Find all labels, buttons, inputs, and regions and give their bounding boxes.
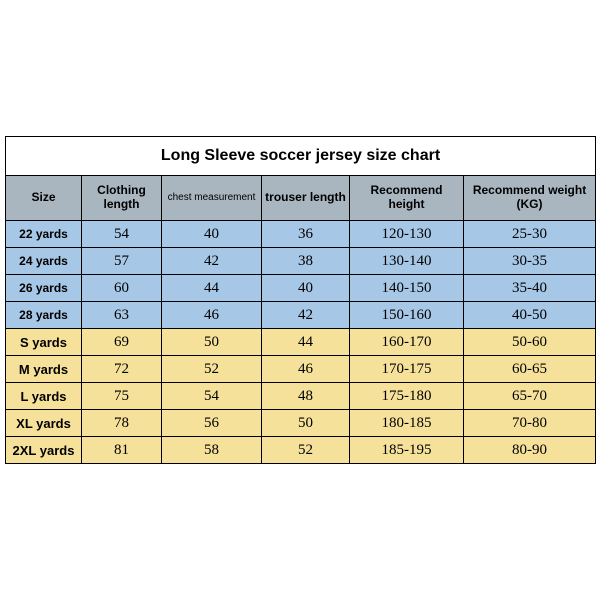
cell: 175-180 [350,383,464,410]
cell: 54 [162,383,262,410]
table-row: L yards755448175-18065-70 [6,383,596,410]
column-header: Recommendheight [350,176,464,221]
cell: 38 [262,248,350,275]
cell: 69 [82,329,162,356]
cell: 44 [162,275,262,302]
size-label: 26 yards [6,275,82,302]
column-header: trouser length [262,176,350,221]
column-header: Recommend weight (KG) [464,176,596,221]
cell: 140-150 [350,275,464,302]
table-row: S yards695044160-17050-60 [6,329,596,356]
cell: 54 [82,221,162,248]
cell: 75 [82,383,162,410]
table-row: 2XL yards815852185-19580-90 [6,437,596,464]
cell: 56 [162,410,262,437]
cell: 180-185 [350,410,464,437]
table-row: M yards725246170-17560-65 [6,356,596,383]
cell: 42 [162,248,262,275]
cell: 40-50 [464,302,596,329]
size-label: L yards [6,383,82,410]
cell: 52 [162,356,262,383]
header-row: SizeClothinglengthchest measurementtrous… [6,176,596,221]
cell: 57 [82,248,162,275]
cell: 70-80 [464,410,596,437]
cell: 46 [262,356,350,383]
cell: 40 [262,275,350,302]
cell: 160-170 [350,329,464,356]
column-header: Size [6,176,82,221]
cell: 40 [162,221,262,248]
cell: 46 [162,302,262,329]
table-row: 28 yards634642150-16040-50 [6,302,596,329]
chart-title: Long Sleeve soccer jersey size chart [6,137,596,176]
page: Long Sleeve soccer jersey size chart Siz… [0,0,600,600]
cell: 50-60 [464,329,596,356]
cell: 30-35 [464,248,596,275]
cell: 25-30 [464,221,596,248]
cell: 81 [82,437,162,464]
size-label: M yards [6,356,82,383]
table-row: XL yards785650180-18570-80 [6,410,596,437]
cell: 50 [262,410,350,437]
cell: 120-130 [350,221,464,248]
title-row: Long Sleeve soccer jersey size chart [6,137,596,176]
size-label: 2XL yards [6,437,82,464]
cell: 80-90 [464,437,596,464]
size-table: Long Sleeve soccer jersey size chart Siz… [5,136,596,464]
cell: 63 [82,302,162,329]
cell: 58 [162,437,262,464]
cell: 52 [262,437,350,464]
cell: 42 [262,302,350,329]
size-label: XL yards [6,410,82,437]
cell: 65-70 [464,383,596,410]
cell: 60 [82,275,162,302]
cell: 36 [262,221,350,248]
cell: 130-140 [350,248,464,275]
size-label: 28 yards [6,302,82,329]
cell: 185-195 [350,437,464,464]
cell: 35-40 [464,275,596,302]
size-label: S yards [6,329,82,356]
size-label: 22 yards [6,221,82,248]
size-chart: Long Sleeve soccer jersey size chart Siz… [5,136,595,464]
cell: 60-65 [464,356,596,383]
column-header: Clothinglength [82,176,162,221]
cell: 150-160 [350,302,464,329]
cell: 72 [82,356,162,383]
table-row: 26 yards604440140-15035-40 [6,275,596,302]
cell: 78 [82,410,162,437]
table-row: 24 yards574238130-14030-35 [6,248,596,275]
table-row: 22 yards544036120-13025-30 [6,221,596,248]
cell: 170-175 [350,356,464,383]
size-label: 24 yards [6,248,82,275]
cell: 48 [262,383,350,410]
cell: 44 [262,329,350,356]
column-header: chest measurement [162,176,262,221]
cell: 50 [162,329,262,356]
